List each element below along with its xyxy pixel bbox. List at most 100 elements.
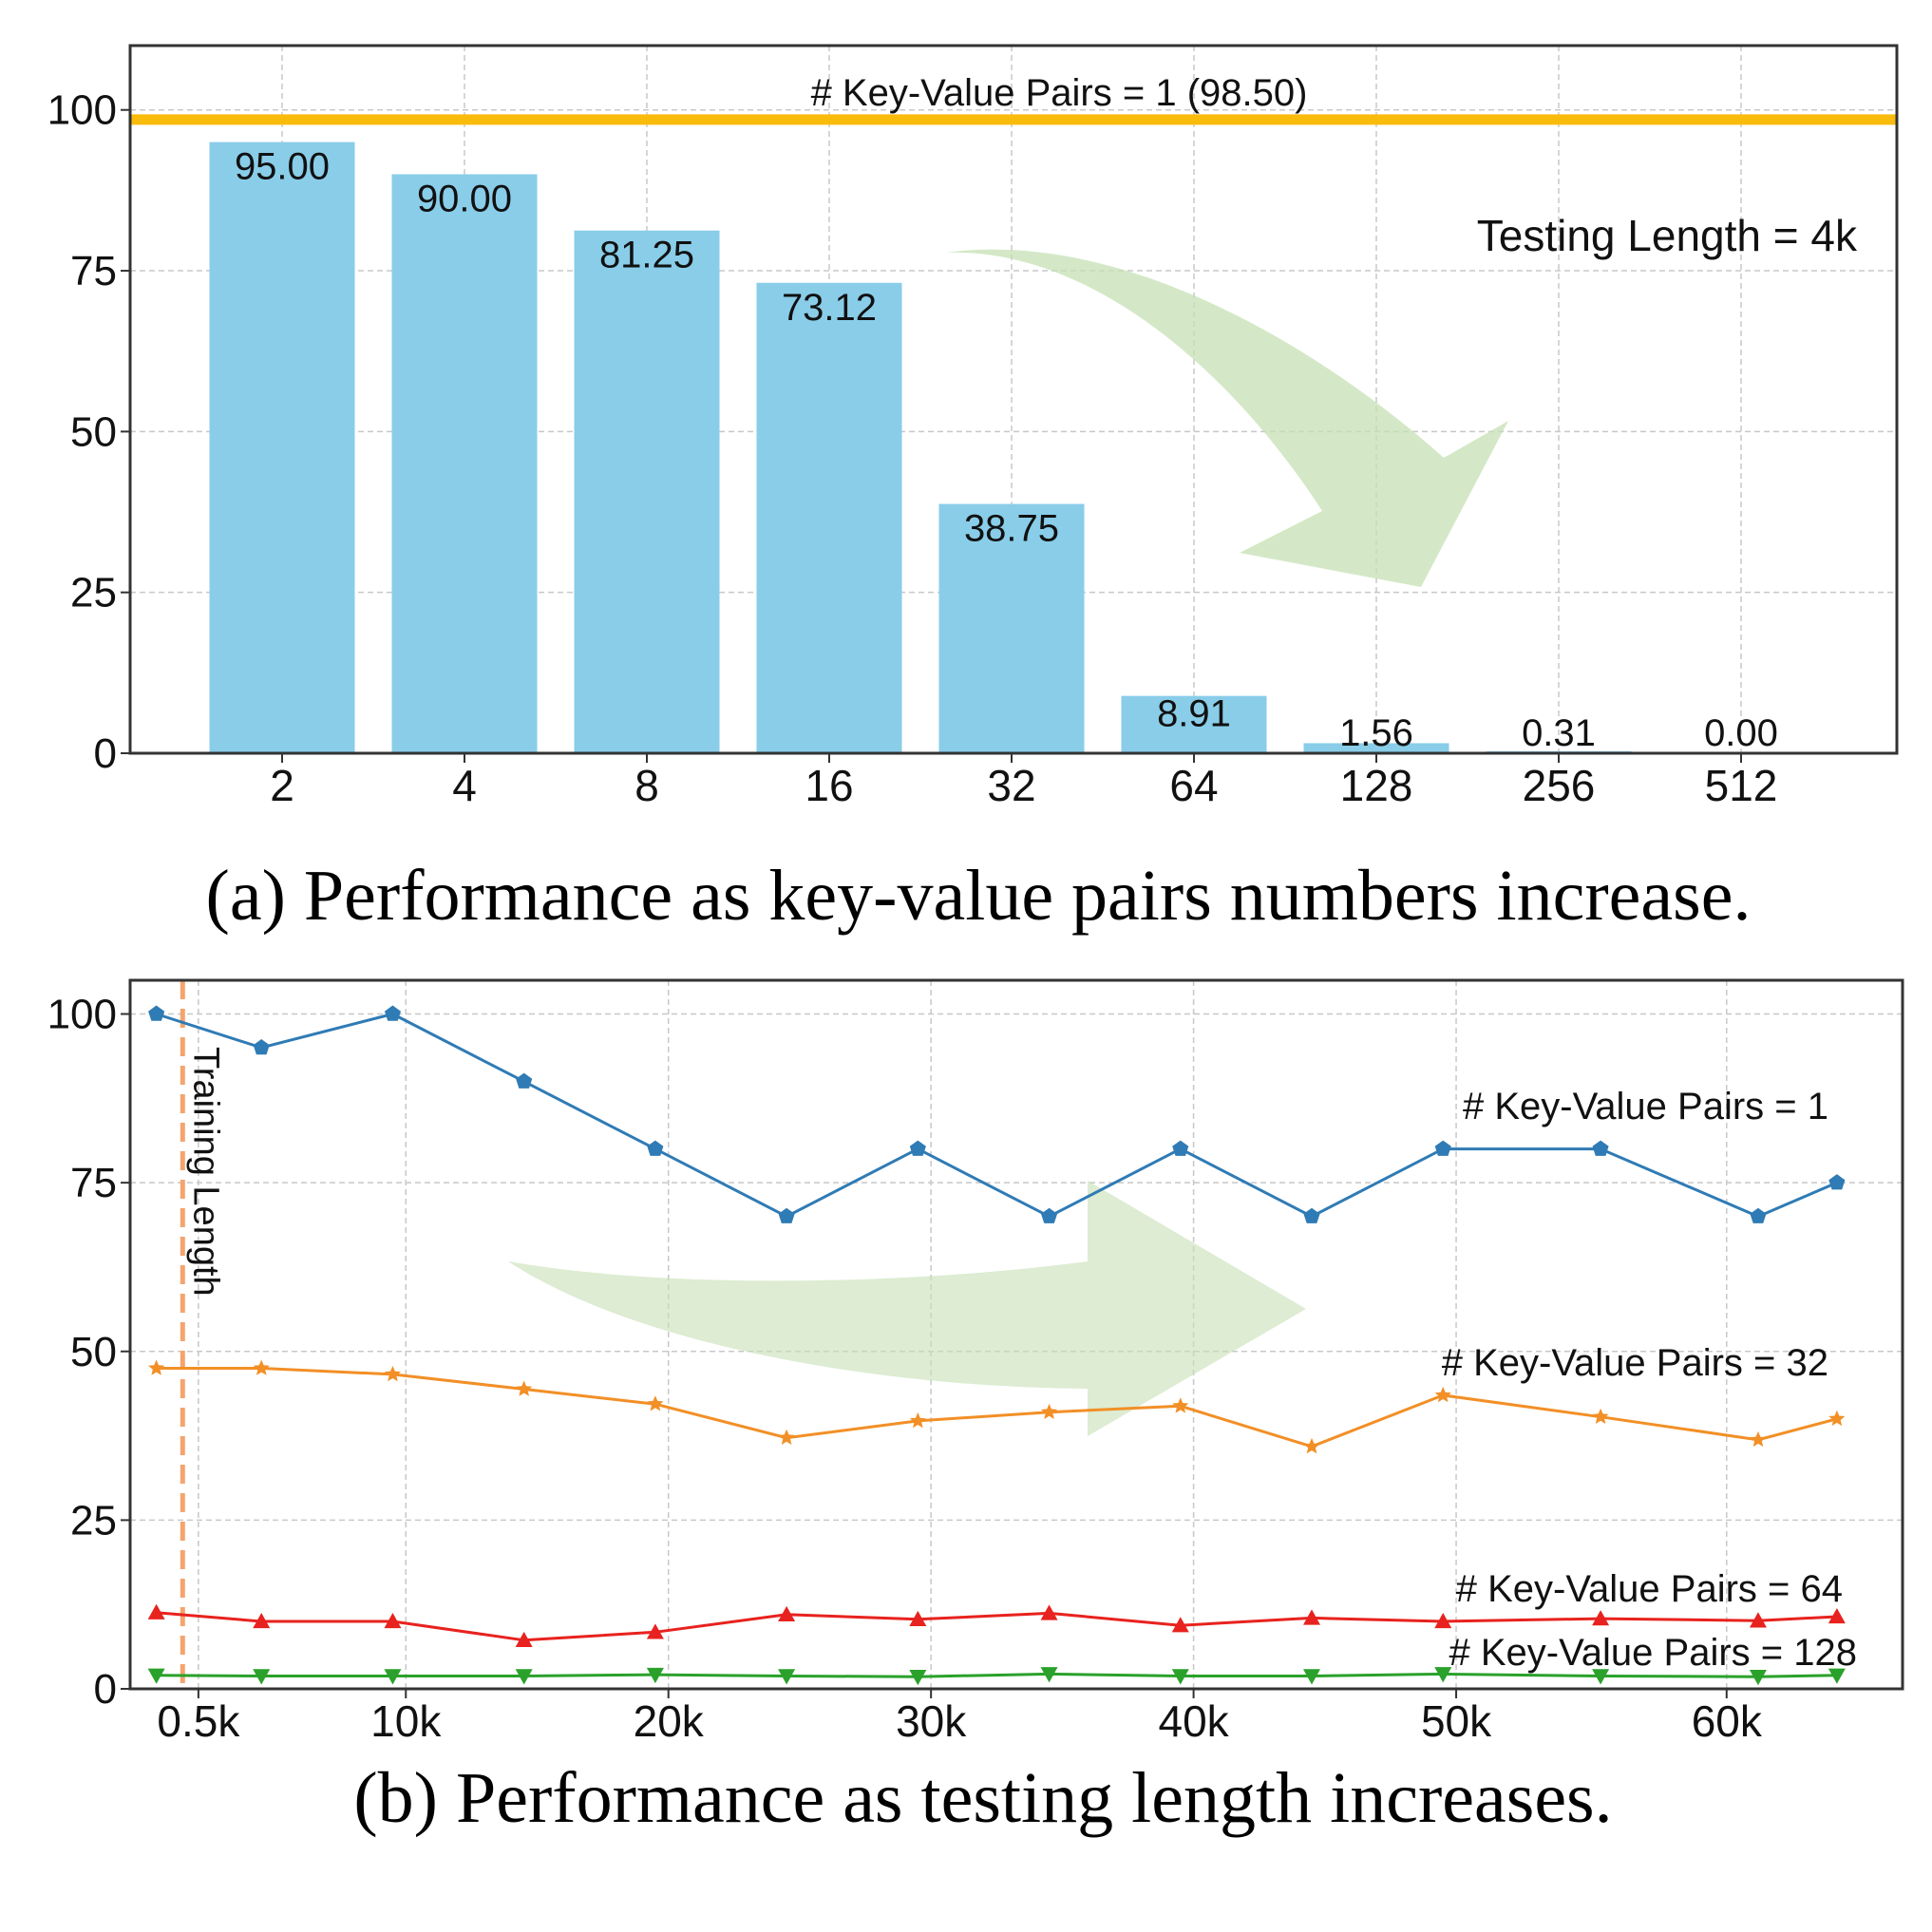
series-point-s1: [516, 1072, 533, 1089]
chart-a-xtick-label: 16: [805, 761, 853, 810]
series-point-s32: [384, 1365, 401, 1382]
chart-a-frame: [128, 44, 1899, 755]
series-point-s64: [253, 1612, 271, 1629]
chart-b-series: [147, 1005, 1846, 1686]
bar-value-label-256: 0.31: [1522, 712, 1596, 754]
series-label-pairs-1: # Key-Value Pairs = 1: [1463, 1086, 1828, 1127]
chart-b-increase-arrow: [508, 1181, 1306, 1436]
series-label-pairs-64: # Key-Value Pairs = 64: [1456, 1568, 1843, 1610]
series-point-s128: [515, 1669, 533, 1685]
chart-a-xtick-label: 128: [1340, 761, 1413, 810]
bar-value-label-128: 1.56: [1339, 712, 1413, 754]
chart-b-ytick-label: 0: [94, 1666, 117, 1713]
series-point-s32: [253, 1359, 270, 1375]
chart-a-baseline-line: [130, 114, 1897, 125]
chart-b: Training Length # Key-Value Pairs = 1 # …: [47, 978, 1904, 1838]
series-point-s1: [148, 1005, 165, 1021]
bar-32: [938, 503, 1085, 753]
training-length-label: Training Length: [185, 1047, 225, 1297]
series-point-s32: [148, 1359, 165, 1375]
series-point-s32: [1172, 1397, 1189, 1413]
series-point-s32: [1041, 1403, 1058, 1419]
series-point-s32: [909, 1411, 926, 1429]
series-point-s64: [515, 1631, 533, 1648]
series-point-s64: [1040, 1604, 1058, 1620]
chart-b-xtick-label: 10k: [370, 1696, 442, 1746]
chart-b-xtick-label: 50k: [1421, 1696, 1492, 1746]
chart-a-caption: (a) Performance as key-value pairs numbe…: [206, 856, 1752, 936]
bar-128: [1303, 743, 1449, 753]
series-point-s64: [147, 1603, 165, 1619]
bar-value-label-4: 90.00: [417, 178, 512, 219]
chart-b-caption: (b) Performance as testing length increa…: [353, 1758, 1612, 1838]
bar-16: [756, 282, 902, 753]
series-point-s1: [1303, 1207, 1320, 1223]
chart-a: # Key-Value Pairs = 1 (98.50) Testing Le…: [47, 44, 1899, 936]
bar-4: [391, 174, 538, 754]
bar-value-label-16: 73.12: [782, 287, 877, 329]
series-point-s128: [1592, 1669, 1610, 1685]
chart-b-x-ticks: 0.5k 10k 20k 30k 40k 50k 60k: [157, 1689, 1763, 1746]
series-point-s128: [384, 1669, 402, 1685]
chart-b-ytick-label: 25: [70, 1497, 117, 1544]
series-point-s32: [1434, 1386, 1451, 1403]
chart-a-xtick-label: 256: [1523, 761, 1596, 810]
chart-a-xtick-label: 32: [987, 761, 1035, 810]
series-point-s32: [1750, 1430, 1767, 1448]
series-point-s1: [1592, 1140, 1609, 1156]
bar-value-label-8: 81.25: [599, 235, 694, 276]
chart-b-xtick-label: 40k: [1159, 1696, 1230, 1746]
chart-b-xtick-label: 20k: [634, 1696, 705, 1746]
series-label-pairs-32: # Key-Value Pairs = 32: [1442, 1342, 1828, 1384]
series-point-s32: [516, 1380, 533, 1396]
series-point-s1: [1041, 1207, 1058, 1223]
chart-a-bars: [209, 142, 1632, 754]
bar-value-label-64: 8.91: [1157, 693, 1231, 735]
series-point-s128: [1434, 1667, 1452, 1683]
series-point-s32: [1828, 1410, 1846, 1427]
series-line-s64: [156, 1611, 1837, 1642]
chart-a-ytick-label: 25: [70, 570, 117, 616]
chart-a-ytick-label: 50: [70, 408, 117, 455]
chart-a-ytick-label: 100: [47, 87, 117, 134]
series-point-s1: [1172, 1140, 1189, 1156]
series-point-s64: [1592, 1610, 1610, 1626]
series-point-s64: [1303, 1609, 1320, 1625]
series-point-s64: [384, 1612, 402, 1629]
series-point-s128: [646, 1667, 664, 1684]
series-point-s64: [1749, 1612, 1767, 1628]
chart-b-xtick-label: 0.5k: [157, 1696, 240, 1746]
series-point-s1: [909, 1140, 926, 1156]
series-point-s64: [1171, 1617, 1189, 1633]
chart-b-frame: [128, 978, 1904, 1691]
series-line-s1: [156, 1012, 1838, 1219]
bar-2: [209, 142, 355, 753]
series-point-s128: [909, 1670, 927, 1686]
series-point-s64: [909, 1610, 927, 1627]
series-point-s64: [646, 1623, 664, 1639]
series-point-s1: [1434, 1140, 1451, 1156]
bar-64: [1121, 695, 1267, 753]
series-point-s1: [778, 1207, 795, 1223]
chart-a-ytick-label: 0: [94, 730, 117, 777]
series-point-s1: [1750, 1207, 1767, 1223]
chart-a-value-labels: 95.00 90.00 81.25 73.12 38.75 8.91 1.56 0.31 0.0…: [235, 146, 1778, 754]
chart-a-y-ticks: 0 25 50 75 100: [47, 87, 130, 777]
series-label-pairs-128: # Key-Value Pairs = 128: [1449, 1632, 1857, 1674]
series-point-s32: [778, 1429, 795, 1445]
series-point-s128: [778, 1669, 796, 1685]
chart-a-xtick-label: 64: [1169, 761, 1218, 810]
series-line-s32: [156, 1367, 1838, 1449]
series-point-s32: [647, 1395, 664, 1411]
chart-a-baseline-label: # Key-Value Pairs = 1 (98.50): [811, 72, 1308, 114]
chart-a-x-ticks: 2 4 8 16 32 64 128 256 512: [270, 753, 1777, 810]
series-point-s1: [384, 1005, 401, 1021]
series-point-s128: [1040, 1667, 1058, 1683]
chart-b-ytick-label: 100: [47, 992, 117, 1038]
chart-a-ytick-label: 75: [70, 248, 117, 294]
chart-a-xtick-label: 512: [1705, 761, 1778, 810]
bar-value-label-2: 95.00: [235, 146, 330, 188]
bar-value-label-32: 38.75: [964, 508, 1059, 550]
bar-8: [574, 230, 720, 753]
chart-a-decrease-arrow: [945, 249, 1508, 587]
